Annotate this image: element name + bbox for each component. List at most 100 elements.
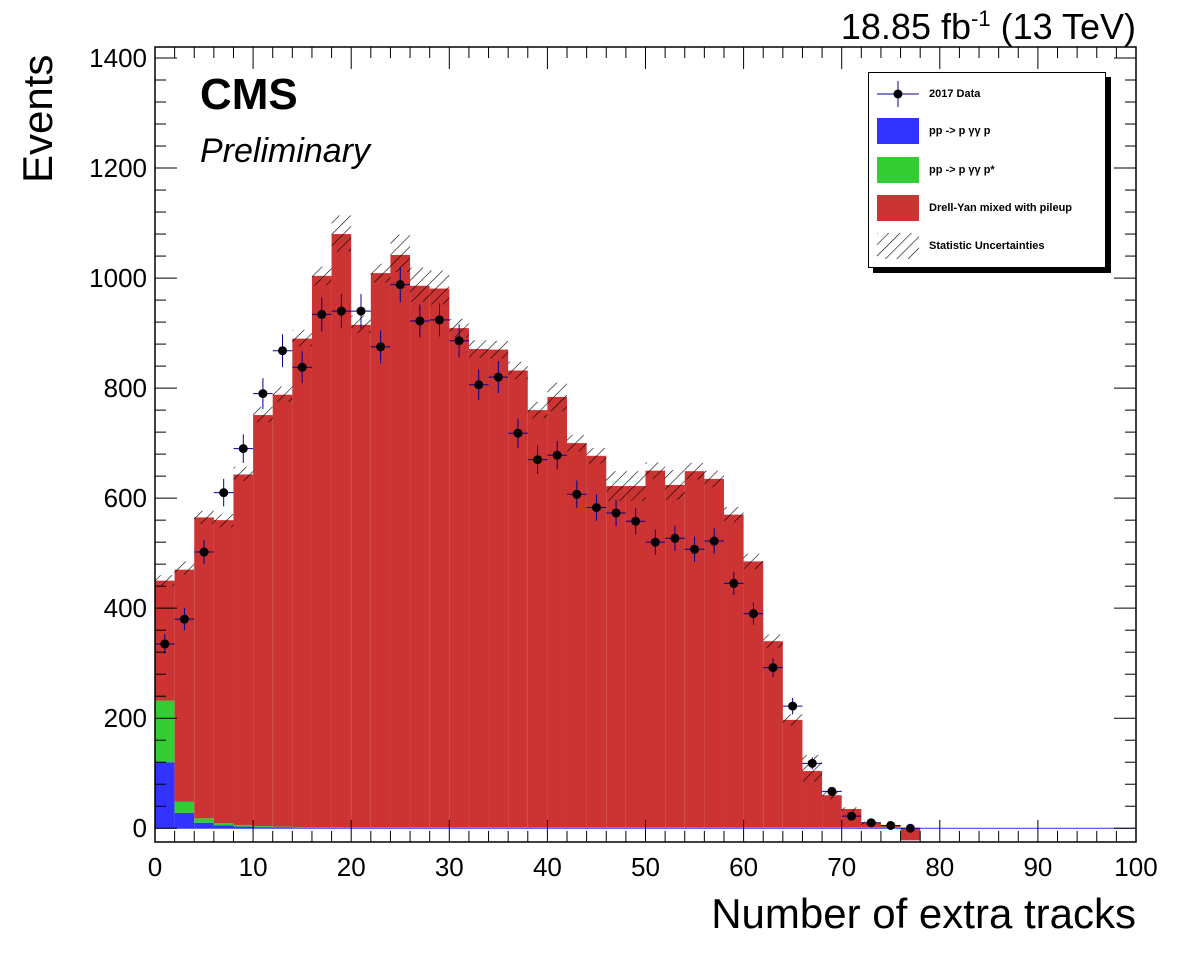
data-point: [297, 362, 307, 372]
bar-pp-gg-pstar: [802, 827, 823, 828]
data-point: [807, 758, 817, 768]
bar-drell-yan: [390, 254, 411, 828]
stat-uncertainty-band: [155, 575, 175, 587]
y-tick-label: 800: [104, 373, 147, 403]
y-tick-label: 0: [133, 813, 147, 843]
data-point: [591, 502, 601, 512]
data-point: [768, 663, 778, 673]
data-point: [905, 823, 915, 833]
green-fill-swatch-icon: [877, 157, 919, 183]
stat-uncertainty-band: [665, 470, 685, 500]
bar-pp-gg-pstar: [410, 827, 430, 828]
stat-uncertainty-band: [174, 561, 195, 575]
x-tick-label: 20: [337, 852, 366, 882]
x-tick-label: 50: [631, 852, 660, 882]
stat-uncertainty-band: [704, 470, 724, 488]
stat-uncertainty-band: [429, 270, 450, 305]
bar-pp-gg-p: [272, 827, 293, 829]
bar-pp-gg-p: [233, 826, 254, 829]
bar-drell-yan: [194, 517, 214, 819]
bar-drell-yan: [763, 641, 783, 828]
data-point: [572, 489, 582, 499]
data-point: [474, 380, 484, 390]
data-point: [788, 701, 798, 711]
legend-label: Statistic Uncertainties: [929, 240, 1045, 252]
data-points: [155, 267, 921, 833]
bar-pp-gg-pstar: [586, 827, 607, 828]
x-axis-title: Number of extra tracks: [711, 890, 1136, 937]
bar-pp-gg-pstar: [861, 827, 881, 828]
data-point: [199, 547, 209, 557]
stat-uncertainty-band: [567, 434, 587, 452]
data-point: [709, 536, 719, 546]
bar-drell-yan: [625, 486, 646, 828]
stat-uncertainty-band: [410, 267, 430, 302]
legend-entry-data: 2017 Data: [877, 81, 980, 107]
bar-pp-gg-pstar: [508, 827, 528, 828]
bar-drell-yan: [567, 443, 587, 828]
y-tick-label: 600: [104, 483, 147, 513]
stat-uncertainty-band: [606, 471, 626, 501]
data-point: [278, 346, 288, 356]
y-tick-label: 1200: [89, 153, 147, 183]
bar-drell-yan: [723, 514, 744, 828]
stat-uncertainty-band: [508, 361, 528, 380]
data-point: [336, 306, 346, 316]
stat-uncertainty-band: [233, 466, 254, 482]
bar-pp-gg-pstar: [311, 827, 332, 828]
stat-uncertainty-band: [194, 510, 214, 524]
bar-drell-yan: [900, 828, 921, 841]
bar-drell-yan: [743, 561, 764, 828]
legend-label: 2017 Data: [929, 88, 981, 100]
bar-pp-gg-pstar: [822, 827, 842, 828]
stat-uncertainty-band: [763, 634, 783, 648]
bar-pp-gg-pstar: [213, 823, 234, 826]
data-point: [866, 818, 876, 828]
bar-drell-yan: [704, 478, 724, 828]
x-tick-label: 30: [435, 852, 464, 882]
stat-uncertainty-band: [645, 462, 666, 479]
bar-pp-gg-p: [174, 812, 195, 829]
data-point: [160, 639, 170, 649]
bar-drell-yan: [822, 795, 842, 828]
bar-pp-gg-pstar: [625, 827, 646, 828]
bar-pp-gg-p: [253, 827, 273, 829]
stat-uncertainty-band: [586, 448, 607, 464]
bar-pp-gg-pstar: [665, 827, 685, 828]
bar-drell-yan: [508, 370, 528, 828]
bar-pp-gg-pstar: [155, 700, 175, 763]
data-point: [748, 609, 758, 619]
cms-label: CMS: [200, 70, 298, 119]
data-point: [238, 444, 248, 454]
data-point: [258, 389, 268, 399]
data-marker-icon: [877, 81, 919, 107]
bar-drell-yan: [311, 275, 332, 828]
data-point: [356, 306, 366, 316]
bar-pp-gg-pstar: [292, 827, 312, 828]
bar-drell-yan: [253, 415, 273, 827]
bar-pp-gg-pstar: [174, 801, 195, 813]
bar-pp-gg-pstar: [527, 827, 548, 828]
bar-drell-yan: [370, 273, 391, 828]
bar-pp-gg-pstar: [331, 827, 352, 828]
bar-drell-yan: [684, 471, 705, 828]
data-point: [434, 315, 444, 325]
blue-fill-swatch-icon: [877, 118, 919, 144]
bar-drell-yan: [449, 328, 469, 828]
data-point: [729, 578, 739, 588]
bar-drell-yan: [174, 569, 195, 802]
x-tick-label: 70: [827, 852, 856, 882]
stat-uncertainty-band: [253, 406, 273, 423]
bar-drell-yan: [468, 349, 489, 828]
axes: 0 10 20 30 40 50 60 70 80 90 100020040060080010001…: [89, 43, 1158, 882]
bar-pp-gg-pstar: [704, 827, 724, 828]
bar-pp-gg-p: [213, 825, 234, 829]
stat-uncertainty-band: [547, 382, 568, 412]
data-point: [179, 614, 189, 624]
bar-drell-yan: [606, 486, 626, 828]
data-point: [454, 336, 464, 346]
bar-pp-gg-pstar: [253, 826, 273, 828]
hatch-swatch-icon: [877, 233, 919, 259]
data-point: [552, 450, 562, 460]
bar-pp-gg-pstar: [272, 826, 293, 828]
